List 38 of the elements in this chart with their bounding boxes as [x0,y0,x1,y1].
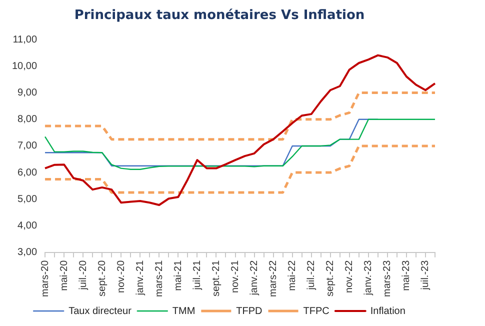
x-tick-label: sept.-22 [325,260,336,296]
x-tick-label: mars-21 [154,260,165,298]
x-tick-label: mai-23 [401,260,412,291]
x-tick-label: nov.-20 [116,260,127,293]
x-tick-label: juil.-20 [78,260,89,291]
x-tick-label: mai-22 [287,260,298,291]
x-tick-label: mai-20 [58,260,70,291]
y-tick-label: 5,00 [18,194,38,205]
x-tick-label: janv.-22 [249,260,260,296]
x-tick-label: sept.-20 [96,260,108,296]
y-tick-label: 4,00 [18,220,38,232]
y-tick-label: 7,00 [18,140,38,152]
legend-label: Inflation [370,306,406,317]
y-tick-label: 6,00 [18,167,38,178]
x-tick-label: mars-20 [40,260,51,298]
legend-label: TMM [172,306,196,317]
x-tick-label: mai-21 [172,260,184,291]
legend-label: TFPC [303,306,330,317]
x-tick-label: janv.-23 [363,260,374,296]
x-tick-label: juil.-23 [420,260,432,291]
y-tick-label: 11,00 [12,34,38,46]
legend-label: Taux directeur [68,306,132,317]
x-tick-label: mars-22 [268,260,280,298]
x-tick-label: sept.-21 [210,260,222,296]
x-tick-label: mars-23 [382,260,394,298]
x-tick-label: juil.-22 [306,260,318,291]
x-tick-label: nov.-22 [344,260,356,293]
y-tick-label: 3,00 [18,247,38,258]
y-tick-label: 9,00 [18,88,38,99]
chart-title: Principaux taux monétaires Vs Inflation [74,8,365,24]
line-series [44,144,436,194]
x-tick-label: janv.-21 [134,260,146,296]
x-tick-label: juil.-21 [192,260,203,291]
x-tick-label: nov.-21 [230,260,242,293]
line-series [44,92,436,141]
y-tick-label: 8,00 [18,114,38,126]
y-tick-label: 10,00 [12,60,38,72]
legend-label: TFPD [236,306,262,317]
